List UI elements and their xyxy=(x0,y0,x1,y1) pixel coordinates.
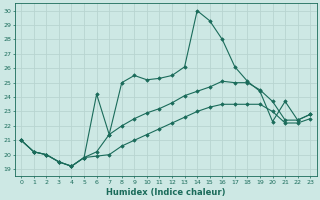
X-axis label: Humidex (Indice chaleur): Humidex (Indice chaleur) xyxy=(106,188,226,197)
